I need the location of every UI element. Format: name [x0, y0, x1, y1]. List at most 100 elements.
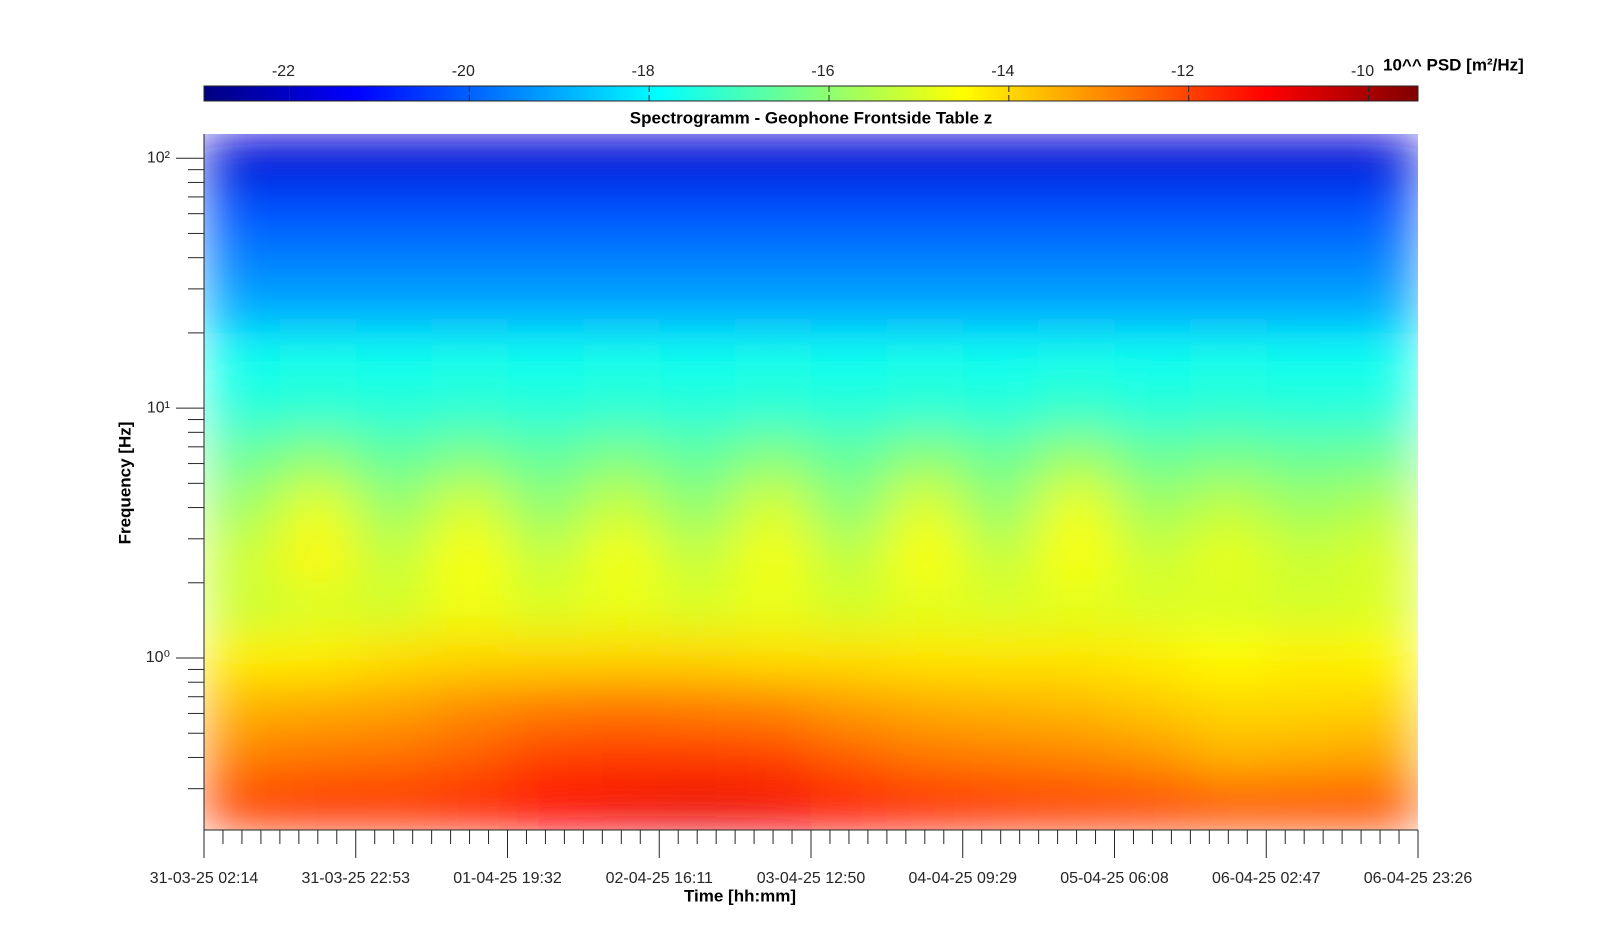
heatmap-cell: [1342, 233, 1418, 284]
heatmap-cell: [1114, 183, 1191, 234]
heatmap-cell: [355, 730, 433, 781]
heatmap-cell: [1342, 382, 1418, 433]
heatmap-cell: [1038, 780, 1115, 830]
heatmap-cell: [431, 432, 508, 483]
heatmap-cell: [279, 482, 357, 533]
x-axis-label: Time [hh:mm]: [684, 886, 796, 905]
heatmap-cell: [886, 432, 964, 483]
heatmap-cell: [279, 332, 357, 384]
heatmap-cell: [886, 780, 964, 830]
colorbar-tick-label: -20: [452, 63, 475, 80]
heatmap-cell: [431, 332, 508, 384]
heatmap-cell: [204, 482, 281, 533]
heatmap-cell: [659, 631, 736, 682]
heatmap-cell: [583, 581, 660, 632]
heatmap-cell: [1342, 283, 1418, 334]
heatmap-cell: [811, 134, 888, 185]
heatmap-cell: [1190, 631, 1267, 682]
heatmap-cell: [507, 631, 584, 682]
heatmap-cell: [659, 531, 736, 582]
heatmap-cell: [355, 780, 433, 830]
heatmap-cell: [1190, 332, 1267, 384]
heatmap-cell: [1342, 482, 1418, 533]
heatmap-cell: [962, 432, 1040, 483]
heatmap-cell: [1114, 134, 1191, 185]
heatmap-cell: [811, 581, 888, 632]
heatmap-cell: [659, 134, 736, 185]
heatmap-cell: [735, 482, 812, 533]
heatmap-cell: [1342, 680, 1418, 732]
heatmap-cell: [811, 283, 888, 334]
heatmap-cell: [279, 183, 357, 234]
heatmap-cell: [1266, 680, 1343, 732]
heatmap-cell: [355, 680, 433, 732]
x-tick-label: 31-03-25 22:53: [301, 870, 410, 887]
heatmap-cell: [204, 680, 281, 732]
heatmap-cell: [659, 482, 736, 533]
heatmap-cell: [811, 730, 888, 781]
heatmap-cell: [583, 780, 660, 830]
heatmap-cell: [507, 581, 584, 632]
heatmap-cell: [279, 382, 357, 433]
heatmap-cell: [1190, 432, 1267, 483]
heatmap-cell: [507, 531, 584, 582]
heatmap-cell: [886, 631, 964, 682]
heatmap-cell: [583, 680, 660, 732]
heatmap-cell: [1038, 680, 1115, 732]
heatmap-cell: [279, 581, 357, 632]
heatmap-cell: [1190, 382, 1267, 433]
heatmap-cell: [507, 283, 584, 334]
heatmap-cell: [1342, 134, 1418, 185]
plot-clip: [204, 134, 1418, 830]
heatmap-cell: [1190, 581, 1267, 632]
heatmap-cell: [1190, 482, 1267, 533]
heatmap-cell: [355, 432, 433, 483]
heatmap-cell: [204, 183, 281, 234]
heatmap-cell: [962, 780, 1040, 830]
heatmap-cell: [962, 283, 1040, 334]
heatmap-cell: [507, 680, 584, 732]
heatmap-cell: [811, 233, 888, 284]
heatmap-cell: [811, 332, 888, 384]
heatmap-cell: [204, 134, 281, 185]
heatmap-cell: [1190, 183, 1267, 234]
heatmap-cell: [507, 780, 584, 830]
heatmap-cell: [886, 382, 964, 433]
colorbar-tick-label: -12: [1171, 63, 1194, 80]
heatmap-cell: [583, 283, 660, 334]
heatmap-cell: [735, 283, 812, 334]
heatmap-cell: [583, 730, 660, 781]
heatmap-cell: [507, 432, 584, 483]
heatmap-cell: [1038, 183, 1115, 234]
heatmap-cell: [431, 482, 508, 533]
heatmap-cell: [962, 581, 1040, 632]
heatmap-cell: [1342, 332, 1418, 384]
heatmap-cell: [1114, 432, 1191, 483]
colorbar-tick-label: -16: [811, 63, 834, 80]
heatmap-cell: [507, 730, 584, 781]
heatmap-cell: [1190, 531, 1267, 582]
heatmap-cell: [811, 531, 888, 582]
heatmap-cell: [962, 531, 1040, 582]
heatmap-cell: [811, 382, 888, 433]
heatmap-cell: [1190, 780, 1267, 830]
heatmap-cell: [886, 531, 964, 582]
heatmap-cell: [431, 581, 508, 632]
heatmap-cell: [659, 382, 736, 433]
heatmap-cell: [962, 233, 1040, 284]
heatmap-cell: [507, 134, 584, 185]
heatmap-cell: [1266, 134, 1343, 185]
chart-title: Spectrogramm - Geophone Frontside Table …: [630, 108, 992, 127]
heatmap-cell: [583, 382, 660, 433]
heatmap-cell: [279, 631, 357, 682]
colorbar-tick-label: -14: [991, 63, 1014, 80]
heatmap-cell: [204, 233, 281, 284]
x-tick-label: 06-04-25 02:47: [1212, 870, 1321, 887]
heatmap-cell: [1266, 432, 1343, 483]
colorbar-label: 10^^ PSD [m²/Hz]: [1383, 55, 1524, 74]
heatmap-cell: [583, 531, 660, 582]
heatmap: [204, 134, 1418, 830]
heatmap-cell: [1342, 581, 1418, 632]
heatmap-cell: [886, 730, 964, 781]
